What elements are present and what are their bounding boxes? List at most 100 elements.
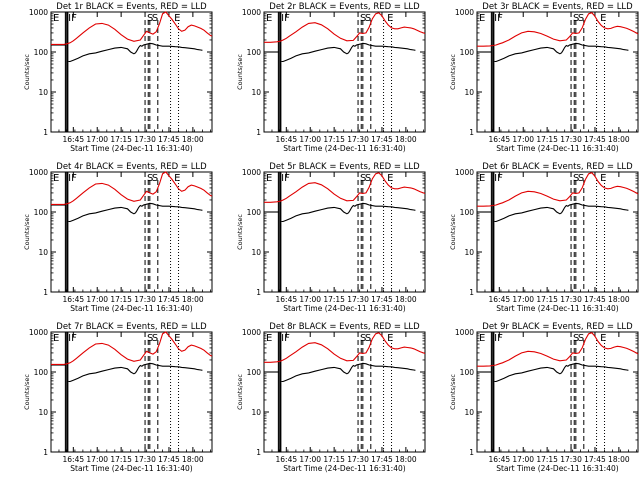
x-tick-label: 17:30 bbox=[560, 135, 582, 144]
y-tick-label: 1000 bbox=[29, 168, 48, 177]
x-axis-label: Start Time (24-Dec-11 16:31:40) bbox=[283, 144, 405, 153]
top-marker-label: IF bbox=[494, 173, 503, 184]
plot-frame bbox=[476, 171, 639, 293]
y-tick-label: 10 bbox=[464, 408, 474, 417]
lld-series-line bbox=[51, 331, 213, 365]
y-tick-label: 10 bbox=[251, 88, 261, 97]
x-tick-label: 16:45 bbox=[63, 295, 85, 304]
plot-frame bbox=[476, 11, 639, 133]
x-axis-label: Start Time (24-Dec-11 16:31:40) bbox=[283, 304, 405, 313]
x-tick-label: 16:45 bbox=[489, 135, 511, 144]
y-axis-label: Counts/sec bbox=[236, 214, 244, 250]
top-marker-label: IF bbox=[494, 13, 503, 24]
x-tick-label: 16:45 bbox=[489, 455, 511, 464]
chart-panel-3: Det 3r BLACK = Events, RED = LLD 1 10 100 10… bbox=[449, 2, 639, 153]
x-tick-label: 16:45 bbox=[276, 135, 298, 144]
y-tick-label: 1000 bbox=[29, 328, 48, 337]
y-tick-label: 10 bbox=[38, 408, 48, 417]
chart-panel-9: Det 9r BLACK = Events, RED = LLD 1 10 100 10… bbox=[449, 322, 639, 473]
top-marker-label: S bbox=[573, 333, 579, 344]
top-marker-label: IF bbox=[68, 173, 77, 184]
events-series-line bbox=[68, 362, 203, 383]
x-axis-label: Start Time (24-Dec-11 16:31:40) bbox=[70, 464, 192, 473]
x-tick-label: 17:00 bbox=[86, 135, 108, 144]
lld-series-line bbox=[51, 171, 213, 205]
x-axis-label: Start Time (24-Dec-11 16:31:40) bbox=[70, 304, 192, 313]
top-marker-label: E bbox=[600, 333, 606, 344]
x-tick-label: 18:00 bbox=[395, 295, 417, 304]
top-marker-label: S bbox=[360, 173, 366, 184]
y-tick-label: 1000 bbox=[242, 328, 261, 337]
y-axis-label: Counts/sec bbox=[23, 374, 31, 410]
chart-panel-1: Det 1r BLACK = Events, RED = LLD 1 10 100 10… bbox=[23, 2, 213, 153]
events-series-line bbox=[281, 362, 416, 383]
y-tick-label: 10 bbox=[464, 88, 474, 97]
top-marker-label: S bbox=[152, 333, 158, 344]
top-marker-label: E bbox=[53, 333, 59, 344]
top-marker-label: E bbox=[266, 333, 272, 344]
x-tick-label: 17:15 bbox=[536, 135, 558, 144]
y-tick-label: 100 bbox=[460, 368, 475, 377]
top-marker-label: IF bbox=[281, 13, 290, 24]
y-tick-label: 100 bbox=[34, 48, 49, 57]
x-tick-label: 17:30 bbox=[134, 455, 156, 464]
plot-frame bbox=[50, 171, 213, 293]
top-marker-label: S bbox=[573, 173, 579, 184]
top-marker-label: E bbox=[600, 173, 606, 184]
x-tick-label: 17:30 bbox=[347, 455, 369, 464]
x-tick-label: 18:00 bbox=[395, 455, 417, 464]
plot-frame bbox=[263, 11, 426, 133]
chart-title: Det 8r BLACK = Events, RED = LLD bbox=[269, 322, 420, 332]
x-tick-label: 18:00 bbox=[182, 455, 204, 464]
top-marker-label: S bbox=[365, 173, 371, 184]
y-tick-label: 1 bbox=[469, 288, 474, 297]
chart-panel-4: Det 4r BLACK = Events, RED = LLD 1 10 100 10… bbox=[23, 162, 213, 313]
x-tick-label: 17:45 bbox=[371, 135, 393, 144]
y-tick-label: 1000 bbox=[29, 8, 48, 17]
x-tick-label: 18:00 bbox=[182, 135, 204, 144]
x-tick-label: 17:30 bbox=[134, 135, 156, 144]
chart-title: Det 2r BLACK = Events, RED = LLD bbox=[269, 2, 420, 12]
top-marker-label: S bbox=[152, 13, 158, 24]
top-marker-label: E bbox=[479, 333, 485, 344]
x-tick-label: 17:30 bbox=[134, 295, 156, 304]
x-axis-label: Start Time (24-Dec-11 16:31:40) bbox=[496, 464, 618, 473]
top-marker-label: E bbox=[600, 13, 606, 24]
x-tick-label: 17:15 bbox=[323, 135, 345, 144]
chart-panel-2: Det 2r BLACK = Events, RED = LLD 1 10 100 10… bbox=[236, 2, 426, 153]
x-tick-label: 17:00 bbox=[86, 455, 108, 464]
chart-panel-5: Det 5r BLACK = Events, RED = LLD 1 10 100 10… bbox=[236, 162, 426, 313]
x-axis-label: Start Time (24-Dec-11 16:31:40) bbox=[283, 464, 405, 473]
top-marker-label: S bbox=[360, 333, 366, 344]
y-tick-label: 1000 bbox=[242, 8, 261, 17]
top-marker-label: IF bbox=[494, 333, 503, 344]
x-tick-label: 17:45 bbox=[158, 135, 180, 144]
x-tick-label: 17:15 bbox=[536, 455, 558, 464]
x-tick-label: 17:15 bbox=[110, 295, 132, 304]
y-tick-label: 1000 bbox=[455, 168, 474, 177]
y-tick-label: 1 bbox=[43, 288, 48, 297]
y-tick-label: 10 bbox=[464, 248, 474, 257]
x-tick-label: 17:00 bbox=[299, 295, 321, 304]
top-marker-label: S bbox=[147, 173, 153, 184]
top-marker-label: E bbox=[387, 333, 393, 344]
y-tick-label: 1000 bbox=[455, 328, 474, 337]
chart-title: Det 1r BLACK = Events, RED = LLD bbox=[56, 2, 207, 12]
top-marker-label: E bbox=[479, 173, 485, 184]
events-series-line bbox=[494, 202, 629, 223]
top-marker-label: S bbox=[147, 333, 153, 344]
x-tick-label: 17:45 bbox=[584, 455, 606, 464]
x-tick-label: 17:30 bbox=[560, 295, 582, 304]
lld-series-line bbox=[477, 172, 639, 207]
y-axis-label: Counts/sec bbox=[236, 54, 244, 90]
events-series-line bbox=[494, 42, 629, 63]
y-tick-label: 10 bbox=[38, 88, 48, 97]
events-series-line bbox=[68, 42, 203, 63]
lld-series-line bbox=[51, 11, 213, 45]
x-tick-label: 16:45 bbox=[489, 295, 511, 304]
y-tick-label: 1000 bbox=[242, 168, 261, 177]
x-tick-label: 17:00 bbox=[512, 295, 534, 304]
plot-frame bbox=[476, 331, 639, 453]
y-axis-label: Counts/sec bbox=[449, 54, 457, 90]
